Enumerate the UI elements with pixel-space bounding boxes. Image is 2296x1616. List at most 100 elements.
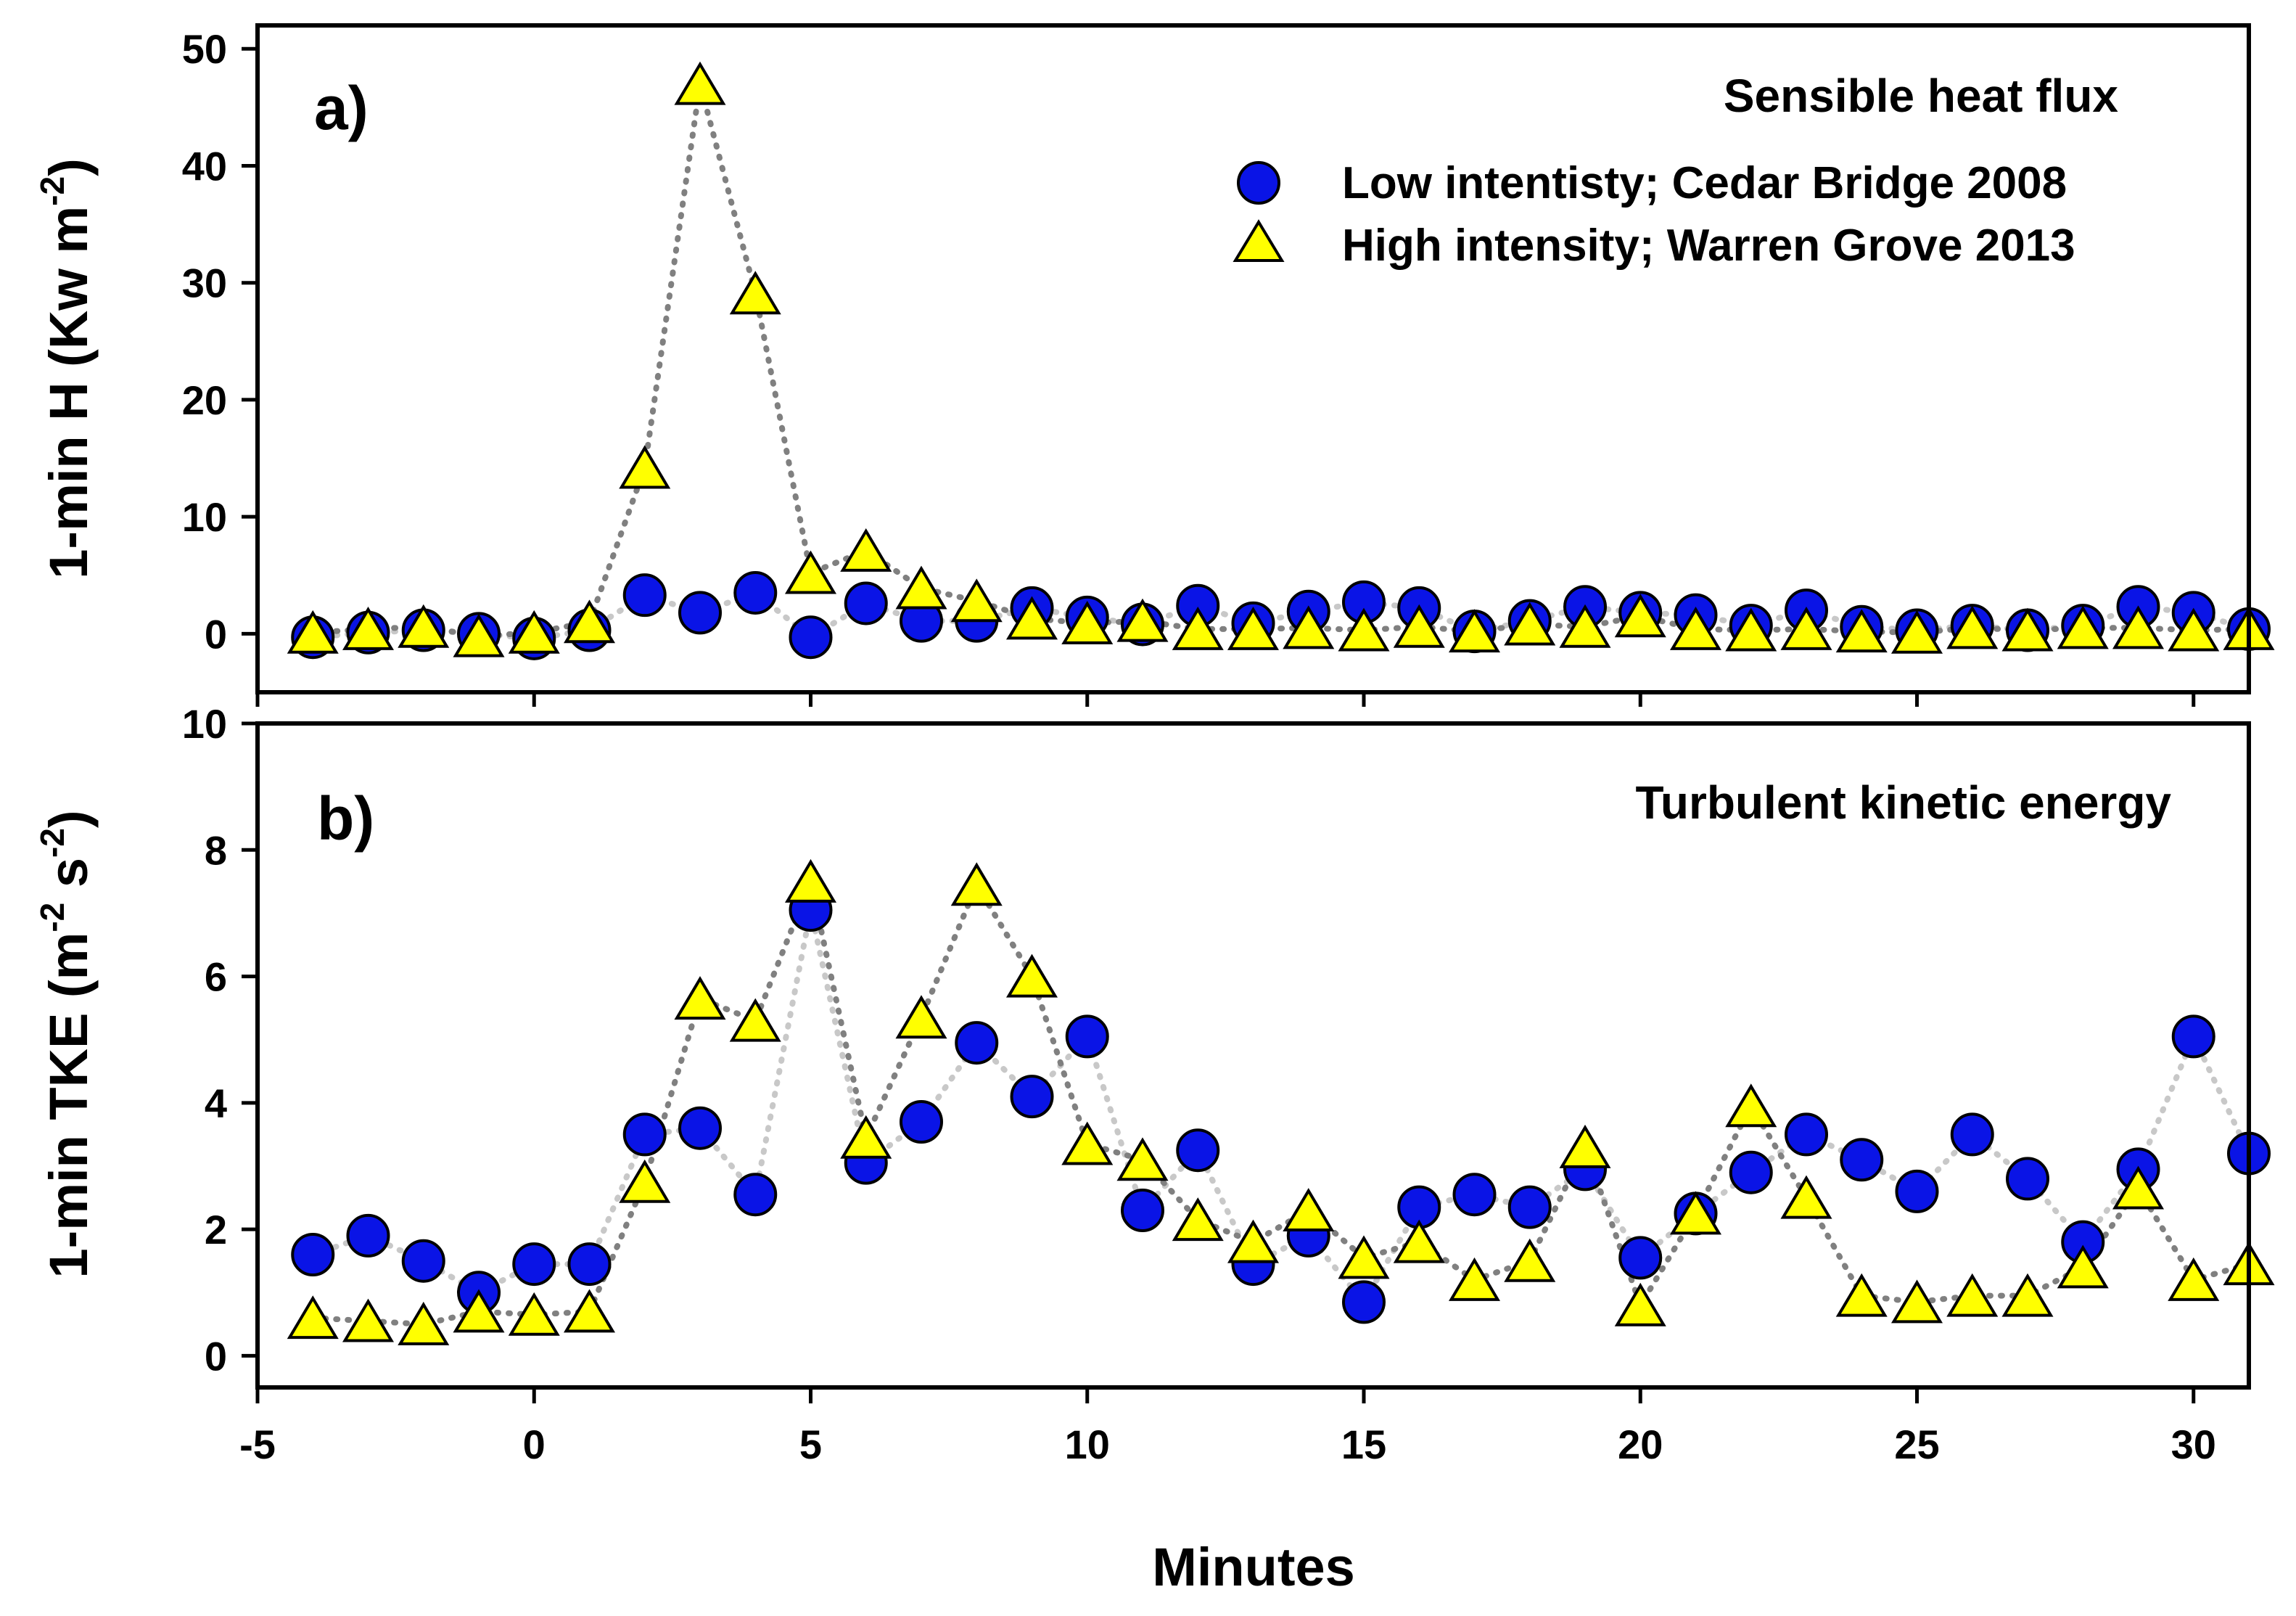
panel-b-low-point <box>1895 1169 1939 1213</box>
panel-a-markers <box>287 61 2275 660</box>
panel-b-high-point <box>1669 1191 1722 1235</box>
panel-b-series-high-line <box>310 871 2252 1327</box>
panel-b-low-point <box>1840 1138 1884 1182</box>
panel-b-low-point <box>1452 1173 1497 1217</box>
legend-label-high-intensity: High intensity; Warren Grove 2013 <box>1342 221 2075 271</box>
panel-b-low-point <box>401 1239 445 1283</box>
panel-a-high-point <box>1725 607 1777 652</box>
x-tick-label: 0 <box>523 1422 546 1467</box>
panel-a-y-axis: 0 10 20 30 40 50 <box>182 26 2196 707</box>
panel-b-high-point <box>1780 1175 1832 1219</box>
panel-b-high-point <box>1448 1257 1501 1301</box>
panel-a-high-point <box>1061 600 1114 644</box>
panel-a-low-point <box>789 615 833 660</box>
panel-b-high-point <box>619 1159 671 1203</box>
panel-b-y-tick-label: 2 <box>205 1207 227 1252</box>
panel-b-y-tick-label: 4 <box>205 1080 227 1126</box>
panel-b-low-point <box>1342 1280 1386 1324</box>
panel-a-y-axis-title: 1-min H (Kw m-2) <box>33 158 99 578</box>
x-tick-label: 10 <box>1065 1422 1110 1467</box>
panel-b-high-point <box>1890 1279 1943 1324</box>
panel-a-low-point <box>844 581 888 626</box>
panel-b-low-point <box>346 1213 390 1258</box>
panel-a-high-point <box>1005 596 1058 640</box>
panel-b-low-point <box>567 1242 612 1287</box>
panel-b-high-point <box>2112 1165 2165 1210</box>
panel-b-high-point <box>1559 1124 1611 1168</box>
panel-a-high-point <box>895 565 947 610</box>
panel-a-high-point <box>619 445 671 489</box>
panel-b-low-point <box>1507 1185 1552 1229</box>
panel-a-high-point <box>563 599 616 644</box>
panel-a-high-point <box>342 607 395 650</box>
panel-b-low-point <box>2006 1157 2049 1201</box>
panel-b-high-point <box>840 1115 892 1159</box>
panel-a-high-point <box>1172 607 1224 650</box>
panel-b-high-point <box>729 998 781 1042</box>
panel-b-label: b) <box>317 784 374 853</box>
panel-a-high-point <box>1946 605 1999 649</box>
panel-b-high-point <box>1835 1273 1888 1317</box>
panel-a-high-point <box>729 271 781 315</box>
panel-b-high-point <box>1946 1273 1999 1317</box>
panel-b-low-point <box>622 1112 667 1157</box>
panel-b-markers <box>287 858 2275 1345</box>
panel-b-low-point <box>1065 1014 1109 1059</box>
panel-a-high-point <box>950 578 1003 623</box>
panel-a-frame <box>255 23 2251 694</box>
legend-triangle-marker <box>1233 219 1285 262</box>
panel-b-series-low-line <box>310 909 2252 1308</box>
x-tick-label: 5 <box>799 1422 822 1467</box>
panel-a-high-point <box>1116 598 1169 642</box>
x-axis-title: Minutes <box>1152 1537 1355 1597</box>
panel-a-high-point <box>784 550 837 594</box>
panel-b-high-point <box>2057 1244 2109 1289</box>
panel-b-high-point <box>1338 1235 1390 1279</box>
x-tick-label: -5 <box>239 1422 276 1467</box>
panel-a-high-point <box>1559 604 1611 648</box>
panel-b-high-point <box>1116 1137 1169 1181</box>
panel-b-low-point <box>900 1100 943 1144</box>
panel-b-high-point <box>1614 1282 1666 1326</box>
panel-b-low-point <box>1010 1075 1054 1119</box>
panel-a-high-point <box>1835 609 1888 653</box>
panel-b-low-point <box>1729 1150 1773 1194</box>
panel-a-y-tick-label: 30 <box>182 261 227 306</box>
panel-b-high-point <box>1725 1083 1777 1128</box>
panel-b-low-point <box>512 1242 556 1287</box>
panel-a-high-point <box>1283 605 1335 649</box>
panel-b-low-point <box>1121 1189 1164 1232</box>
x-axis: -5 0 5 10 15 20 25 30 <box>239 1387 2216 1467</box>
panel-b-low-point <box>1785 1112 1828 1157</box>
panel-a-high-point <box>2112 605 2165 649</box>
panel-a-high-point <box>1614 594 1666 638</box>
panel-b-y-tick-label: 6 <box>205 954 227 1000</box>
panel-b-y-tick-label: 8 <box>205 827 227 873</box>
panel-b-high-point <box>1061 1121 1114 1165</box>
panel-a-high-point <box>2001 607 2054 652</box>
panel-a-high-point <box>287 610 339 654</box>
panel-b-high-point <box>508 1292 560 1336</box>
panel-b-high-point <box>784 858 837 903</box>
panel-b-high-point <box>2001 1273 2054 1317</box>
panel-a-sensible-heat-flux: 0 10 20 30 40 50 a) Sensible heat flux Low in… <box>33 23 2275 707</box>
panel-a-high-point <box>453 613 505 657</box>
panel-b-high-point <box>1504 1238 1556 1282</box>
panel-b-high-point <box>895 995 947 1039</box>
panel-b-high-point <box>398 1301 450 1345</box>
legend-label-low-intensity: Low intentisty; Cedar Bridge 2008 <box>1342 158 2067 208</box>
panel-a-high-point <box>398 604 450 648</box>
x-tick-label: 25 <box>1894 1422 1939 1467</box>
panel-a-high-point <box>508 610 560 654</box>
panel-a-high-point <box>2168 607 2220 652</box>
panel-a-high-point <box>1393 604 1445 648</box>
panel-b-frame <box>255 721 2251 1390</box>
panel-b-series-lines <box>310 871 2252 1327</box>
panel-b-title: Turbulent kinetic energy <box>1636 776 2172 829</box>
panel-b-high-point <box>1005 953 1058 998</box>
panel-b-turbulent-kinetic-energy: 0 2 4 6 8 10 -5 0 5 10 15 20 25 30 b) Turbulent kine… <box>33 701 2275 1467</box>
panel-a-low-point <box>678 591 722 635</box>
panel-b-y-tick-label: 0 <box>205 1333 227 1379</box>
panel-a-y-tick-label: 40 <box>182 143 227 189</box>
panel-b-high-point <box>950 862 1003 906</box>
